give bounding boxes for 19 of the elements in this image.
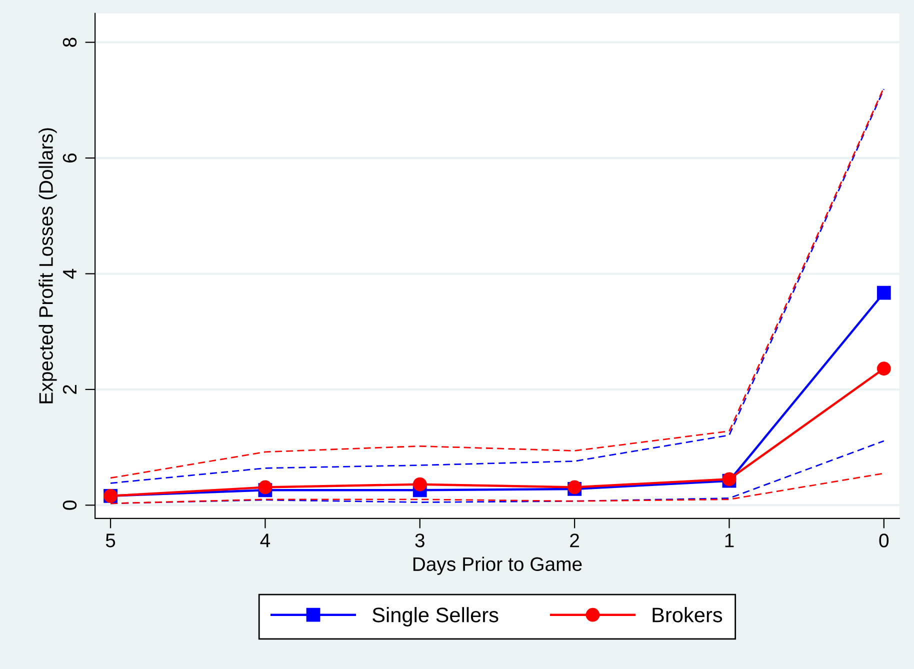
x-tick-label: 3 (415, 534, 424, 548)
y-tick-label: 4 (63, 268, 76, 279)
x-tick-label: 5 (106, 534, 116, 548)
point (412, 477, 427, 492)
x-tick-label: 2 (570, 534, 579, 548)
x-tick-label: 0 (879, 534, 889, 548)
point (876, 286, 891, 300)
x-axis-title: Days Prior to Game (413, 556, 582, 575)
point (876, 362, 891, 376)
y-axis-title: Expected Profit Losses (Dollars) (38, 128, 57, 404)
y-tick-label: 6 (62, 153, 77, 162)
y-tick-label: 0 (62, 500, 77, 510)
y-tick-label: 8 (62, 38, 77, 47)
y-tick-label: 2 (62, 385, 76, 394)
x-tick-label: 4 (260, 534, 270, 548)
legend-label: Single Sellers (372, 607, 498, 626)
x-tick-label: 1 (725, 534, 734, 548)
point (258, 480, 272, 494)
legend-label: Brokers (652, 607, 722, 622)
